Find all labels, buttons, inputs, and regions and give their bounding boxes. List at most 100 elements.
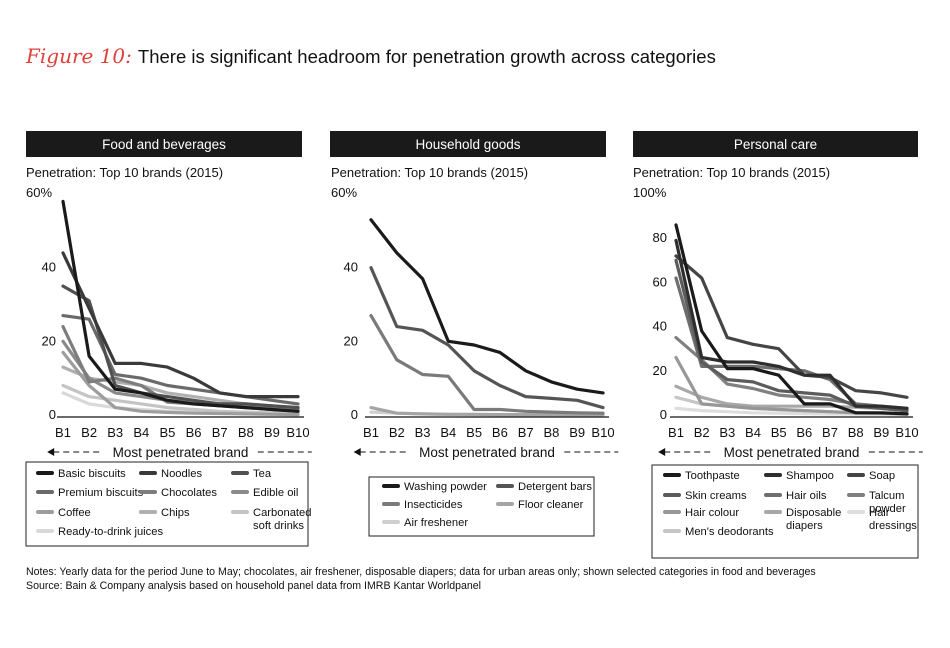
- figure-label: Figure 10:: [26, 44, 132, 68]
- x-tick-label: B2: [694, 425, 710, 440]
- y-tick-label: 20: [653, 363, 667, 378]
- legend-label-coffee: Coffee: [58, 507, 91, 519]
- legend-label-part: Carbonated: [253, 507, 311, 519]
- y-tick-label: 0: [351, 407, 358, 422]
- y-tick-label: 20: [344, 333, 358, 348]
- series-line-toothpaste: [674, 223, 909, 416]
- legend-label-hair-oils: Hair oils: [786, 490, 827, 502]
- x-tick-label: B8: [543, 425, 559, 440]
- legend-label-tea: Tea: [253, 468, 272, 480]
- x-tick-label: B1: [668, 425, 684, 440]
- x-tick-label: B5: [771, 425, 787, 440]
- legend-label-insecticides: Insecticides: [404, 499, 463, 511]
- legend-label-premium-biscuits: Premium biscuits: [58, 487, 144, 499]
- series-line-floor-cleaner: [369, 406, 605, 417]
- x-tick-label: B7: [822, 425, 838, 440]
- x-tick-label: B3: [107, 425, 123, 440]
- x-tick-label: B4: [440, 425, 456, 440]
- legend-label-part: Hair: [869, 507, 890, 519]
- panel-header-title: Personal care: [734, 137, 817, 152]
- panel-subtitle: Penetration: Top 10 brands (2015): [331, 165, 528, 180]
- y-tick-label: 80: [653, 230, 667, 245]
- notes-text: Notes: Yearly data for the period June t…: [26, 566, 816, 578]
- x-axis-label: Most penetrated brand: [724, 445, 860, 460]
- y-tick-label: 40: [344, 260, 358, 275]
- legend-box: [651, 464, 919, 559]
- legend-label-air-freshener: Air freshener: [404, 517, 468, 529]
- panel-subtitle: Penetration: Top 10 brands (2015): [633, 165, 830, 180]
- legend-label-carbonated-soft-drinks: Carbonated soft drinks: [253, 507, 311, 532]
- x-tick-label: B4: [745, 425, 761, 440]
- figure-title-text: There is significant headroom for penetr…: [137, 46, 716, 67]
- legend-label-part: dressings: [869, 520, 917, 532]
- panel-personal-care: Personal care Penetration: Top 10 brands …: [633, 131, 923, 559]
- x-tick-label: B6: [796, 425, 812, 440]
- x-tick-label: B4: [133, 425, 149, 440]
- x-tick-label: B8: [238, 425, 254, 440]
- panel-header-bar: [330, 131, 606, 157]
- x-axis-arrowhead: [353, 448, 361, 456]
- y-tick-label: 40: [42, 260, 56, 275]
- panel-header-title: Household goods: [415, 137, 520, 152]
- y-axis-top-label: 60%: [331, 185, 357, 200]
- legend-label-soap: Soap: [869, 470, 895, 482]
- x-axis-label: Most penetrated brand: [113, 445, 249, 460]
- legend-label-chips: Chips: [161, 507, 190, 519]
- y-tick-label: 0: [49, 407, 56, 422]
- panel-food-and-beverages: Food and beverages Penetration: Top 10 br…: [25, 131, 312, 547]
- x-tick-label: B6: [186, 425, 202, 440]
- x-tick-label: B10: [286, 425, 309, 440]
- legend-label-noodles: Noodles: [161, 468, 202, 480]
- legend-label-men-s-deodorants: Men's deodorants: [685, 526, 774, 538]
- legend-label-toothpaste: Toothpaste: [685, 470, 740, 482]
- legend-box: [368, 476, 595, 537]
- series-line-basic-biscuits: [61, 199, 300, 413]
- x-axis-arrowhead: [658, 448, 666, 456]
- x-tick-label: B1: [55, 425, 71, 440]
- x-tick-label: B6: [492, 425, 508, 440]
- x-tick-label: B7: [518, 425, 534, 440]
- legend-label-talcum-powder: Talcum powder: [869, 490, 906, 515]
- legend-label-hair-colour: Hair colour: [685, 507, 739, 519]
- legend-label-shampoo: Shampoo: [786, 470, 834, 482]
- legend-label-part: soft drinks: [253, 520, 304, 532]
- legend-box: [25, 461, 309, 547]
- series-line-shampoo: [674, 238, 909, 410]
- legend-label-chocolates: Chocolates: [161, 487, 217, 499]
- series-line-tea: [61, 284, 300, 410]
- panel-header-bar: [633, 131, 918, 157]
- legend-label-basic-biscuits: Basic biscuits: [58, 468, 126, 480]
- series-line-coffee: [61, 350, 300, 417]
- x-tick-label: B9: [873, 425, 889, 440]
- notes-block: Notes: Yearly data for the period June t…: [26, 565, 816, 593]
- series-line-insecticides: [369, 314, 605, 415]
- y-tick-label: 40: [653, 319, 667, 334]
- legend-label-detergent-bars: Detergent bars: [518, 481, 592, 493]
- panel-header-title: Food and beverages: [102, 137, 226, 152]
- legend-label-skin-creams: Skin creams: [685, 490, 747, 502]
- x-axis-label: Most penetrated brand: [419, 445, 555, 460]
- y-tick-label: 20: [42, 333, 56, 348]
- legend-label-edible-oil: Edible oil: [253, 487, 298, 499]
- series-line-noodles: [61, 251, 300, 399]
- legend-label-part: diapers: [786, 520, 823, 532]
- y-tick-label: 60: [653, 274, 667, 289]
- figure-title: Figure 10: There is significant headroom …: [26, 44, 716, 68]
- legend-label-floor-cleaner: Floor cleaner: [518, 499, 584, 511]
- x-tick-label: B5: [159, 425, 175, 440]
- legend-label-disposable-diapers: Disposable diapers: [786, 507, 841, 532]
- y-axis-top-label: 100%: [633, 185, 667, 200]
- x-tick-label: B8: [848, 425, 864, 440]
- legend-label-hair-dressings: Hair dressings: [869, 507, 917, 532]
- source-text: Source: Bain & Company analysis based on…: [26, 580, 482, 592]
- panel-header-bar: [26, 131, 302, 157]
- x-tick-label: B5: [466, 425, 482, 440]
- x-tick-label: B10: [895, 425, 918, 440]
- x-tick-label: B9: [264, 425, 280, 440]
- legend-label-ready-to-drink-juices: Ready-to-drink juices: [58, 526, 163, 538]
- legend-label-part: powder: [869, 503, 906, 515]
- series-line-detergent-bars: [369, 266, 605, 410]
- series-line-washing-powder: [369, 218, 605, 395]
- y-tick-label: 0: [660, 407, 667, 422]
- x-tick-label: B2: [81, 425, 97, 440]
